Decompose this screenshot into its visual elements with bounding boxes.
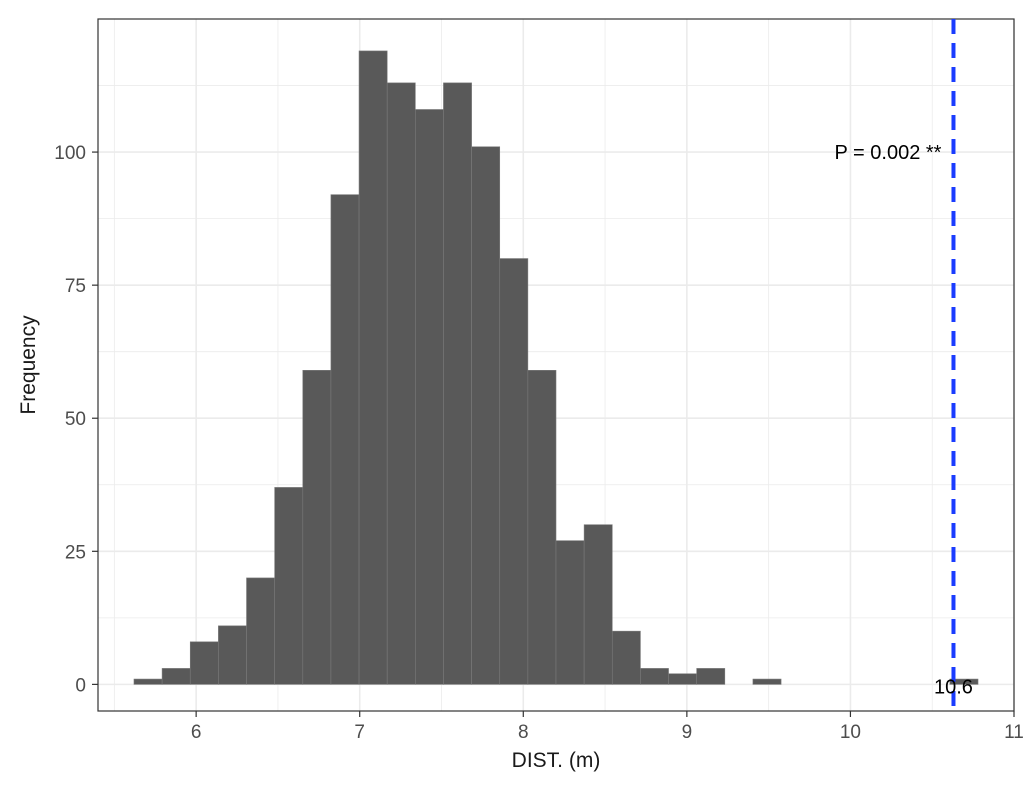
y-tick-label: 75 <box>65 276 86 297</box>
axes: 6 7 8 9 10 11 0 25 50 75 100 <box>54 143 1024 743</box>
x-tick-label: 11 <box>1004 722 1024 743</box>
observed-value-label: 10.6 <box>934 676 973 698</box>
histogram-bar <box>386 82 416 685</box>
histogram-bar <box>555 540 585 685</box>
x-tick-label: 7 <box>354 722 365 743</box>
x-tick-label: 6 <box>191 722 202 743</box>
histogram-bar <box>274 487 304 685</box>
y-tick-label: 25 <box>65 542 86 563</box>
histogram-bar <box>218 625 247 685</box>
histogram-bar <box>583 524 613 685</box>
histogram-bar <box>302 370 332 685</box>
y-tick-label: 50 <box>65 409 86 430</box>
y-axis-title: Frequency <box>17 315 40 415</box>
histogram-bar <box>246 577 275 685</box>
histogram-bar <box>415 109 444 685</box>
x-tick-label: 8 <box>518 722 529 743</box>
histogram-bar <box>752 678 782 685</box>
histogram-bar <box>611 630 641 685</box>
x-tick-label: 10 <box>840 722 861 743</box>
histogram-bars <box>133 50 979 685</box>
histogram-bar <box>443 82 472 685</box>
histogram-bar <box>330 194 360 685</box>
histogram-bar <box>527 370 557 685</box>
x-tick-label: 9 <box>682 722 693 743</box>
histogram-bar <box>161 668 191 685</box>
histogram-bar <box>358 50 388 685</box>
histogram-bar <box>668 673 697 685</box>
histogram-bar <box>640 668 669 685</box>
histogram-bar <box>189 641 219 685</box>
panel-border <box>97 18 1015 712</box>
histogram-bar <box>499 258 529 685</box>
y-tick-label: 0 <box>75 675 86 696</box>
histogram-bar <box>471 146 501 685</box>
y-tick-label: 100 <box>54 143 86 164</box>
histogram-bar <box>696 668 726 685</box>
histogram-bar <box>949 678 979 685</box>
p-value-annotation: P = 0.002 ** <box>835 142 942 164</box>
histogram-bar <box>133 678 163 685</box>
x-axis-title: DIST. (m) <box>512 749 601 772</box>
